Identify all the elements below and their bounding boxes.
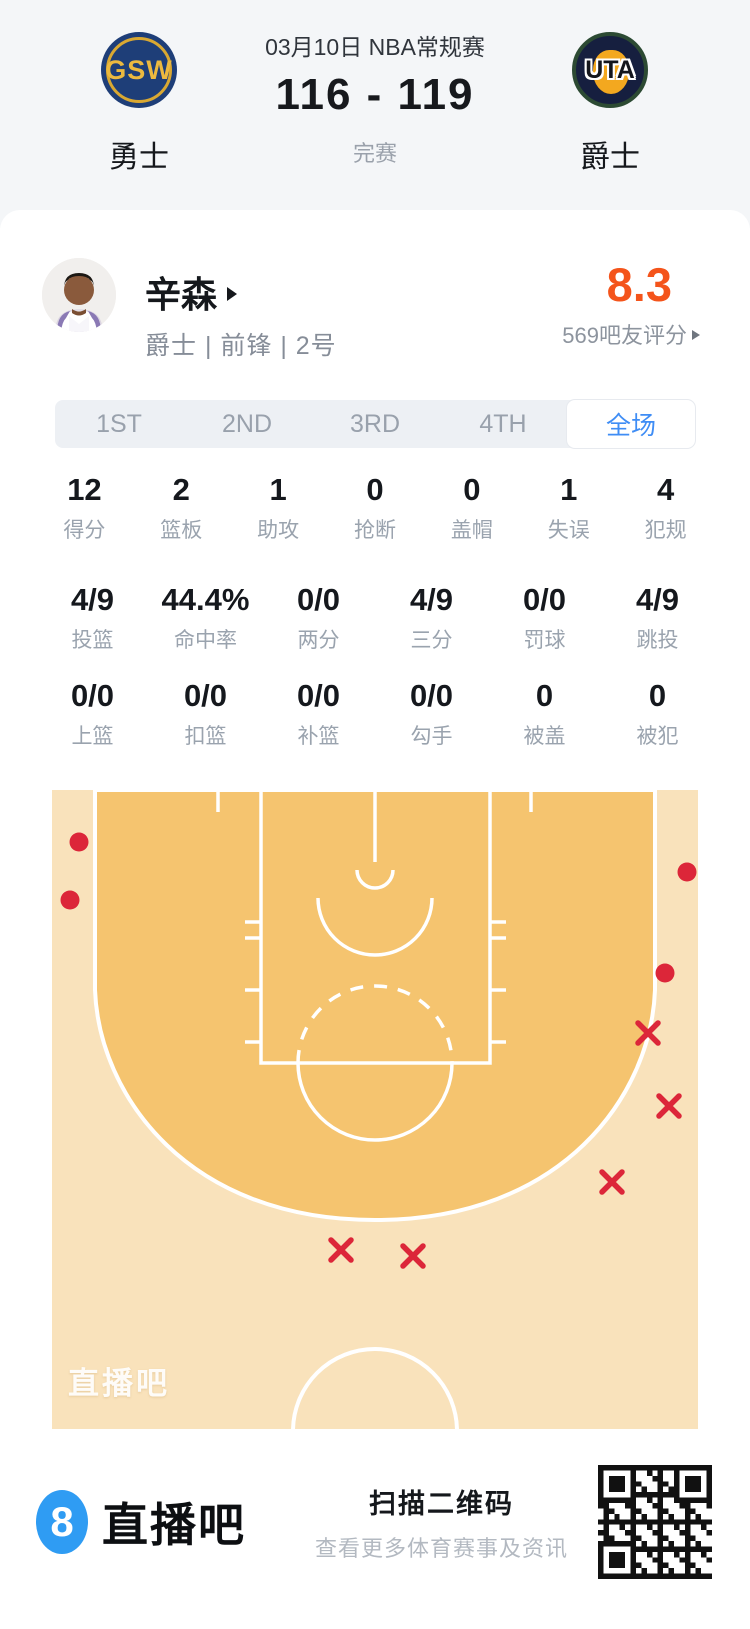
uta-logo-text: UTA — [585, 55, 635, 84]
stat-rebounds: 2 篮板 — [160, 472, 203, 542]
qr-code — [598, 1465, 712, 1579]
zhibo8-logo: 8 直播吧 — [36, 1489, 246, 1555]
stat-2pt: 0/0 两分 — [296, 582, 341, 652]
player-name-row[interactable]: 辛森 — [145, 266, 238, 318]
quarter-tabs: 1ST 2ND 3RD 4TH 全场 — [55, 400, 695, 448]
stat-fouls: 4 犯规 — [644, 472, 687, 542]
tab-3rd[interactable]: 3RD — [349, 409, 400, 438]
player-name: 辛森 — [145, 274, 218, 315]
player-avatar[interactable] — [42, 258, 116, 332]
stats-row-shooting: 4/9 投篮 44.4% 命中率 0/0 两分 4/9 三分 0/0 罚球 4/9 跳投 — [36, 582, 714, 654]
player-rating-block[interactable]: 8.3 569吧友评分 — [562, 260, 700, 350]
court-watermark: 直播吧 — [68, 1366, 170, 1401]
qr-texts: 扫描二维码 查看更多体育赛事及资讯 — [315, 1482, 568, 1563]
court-svg — [52, 790, 698, 1429]
zhibo8-8-icon: 8 — [36, 1490, 88, 1554]
stat-steals: 0 抢断 — [354, 472, 396, 542]
made-shot-marker — [677, 862, 697, 882]
stat-layup: 0/0 上篮 — [70, 678, 115, 748]
missed-shot-marker — [400, 1243, 426, 1269]
tab-2nd[interactable]: 2ND — [221, 409, 272, 438]
missed-shot-marker — [635, 1020, 661, 1046]
stat-turnovers: 1 失误 — [547, 472, 590, 542]
caret-right-small-icon — [692, 330, 700, 340]
stat-ft: 0/0 罚球 — [522, 582, 567, 652]
qr-subtitle: 查看更多体育赛事及资讯 — [314, 1535, 568, 1561]
missed-shot-marker — [599, 1169, 625, 1195]
stat-fg: 4/9 投篮 — [70, 582, 115, 652]
tab-1st[interactable]: 1ST — [96, 409, 142, 438]
player-meta: 爵士 | 前锋 | 2号 — [145, 332, 337, 360]
missed-shot-marker — [656, 1093, 682, 1119]
away-team-name: 爵士 — [580, 141, 640, 174]
stat-blocks: 0 盖帽 — [450, 472, 493, 542]
match-date: 03月10日 NBA常规赛 — [265, 34, 485, 60]
missed-shot-marker — [328, 1237, 354, 1263]
gsw-logo-text: GSW — [105, 54, 173, 85]
uta-note-shape — [593, 50, 629, 94]
match-header: GSW 勇士 03月10日 NBA常规赛 116 - 119 完赛 UTA 爵士 — [0, 0, 750, 228]
shot-chart-markers — [60, 832, 697, 1269]
made-shot-marker — [655, 963, 675, 983]
stat-fouled: 0 被犯 — [636, 678, 679, 748]
rating-value: 8.3 — [606, 258, 672, 311]
home-team-name: 勇士 — [109, 141, 169, 174]
match-status: 完赛 — [352, 141, 397, 166]
stat-blocked: 0 被盖 — [523, 678, 566, 748]
footer: 8 直播吧 扫描二维码 查看更多体育赛事及资讯 — [36, 1458, 712, 1586]
gsw-team-logo: GSW — [101, 32, 177, 108]
stat-dunk: 0/0 扣篮 — [183, 678, 228, 748]
qr-title: 扫描二维码 — [368, 1488, 514, 1519]
made-shot-marker — [60, 890, 80, 910]
stat-hook: 0/0 勾手 — [409, 678, 454, 748]
uta-team-logo: UTA — [572, 32, 648, 108]
tab-4th[interactable]: 4TH — [479, 409, 527, 438]
stat-points: 12 得分 — [63, 472, 106, 542]
rating-note-text: 569吧友评分 — [562, 323, 687, 348]
player-avatar-image — [42, 258, 116, 332]
zhibo8-brand-text: 直播吧 — [102, 1499, 246, 1551]
made-shot-marker — [69, 832, 89, 852]
stats-row-basic: 12 得分 2 篮板 1 助攻 0 抢断 0 盖帽 1 失误 4 犯规 — [36, 472, 714, 544]
stat-3pt: 4/9 三分 — [409, 582, 454, 652]
stat-tipin: 0/0 补篮 — [296, 678, 341, 748]
tab-full-game[interactable]: 全场 — [567, 400, 695, 448]
caret-right-icon — [227, 287, 238, 301]
match-score: 116 - 119 — [275, 70, 475, 119]
stats-row-shot-types: 0/0 上篮 0/0 扣篮 0/0 补篮 0/0 勾手 0 被盖 0 被犯 — [36, 678, 714, 750]
stat-jumpshot: 4/9 跳投 — [635, 582, 680, 652]
stats-section: 12 得分 2 篮板 1 助攻 0 抢断 0 盖帽 1 失误 4 犯规 4/9 投篮 44.4%… — [36, 472, 714, 750]
shot-chart-court: 直播吧 — [52, 790, 698, 1429]
stat-assists: 1 助攻 — [257, 472, 300, 542]
stat-fg-pct: 44.4% 命中率 — [161, 582, 250, 652]
